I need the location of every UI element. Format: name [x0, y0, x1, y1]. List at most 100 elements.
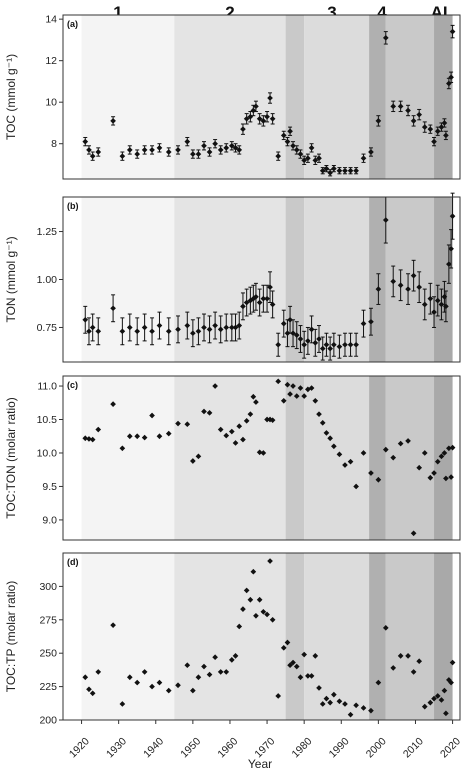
- data-point: [284, 381, 291, 388]
- data-point: [89, 153, 96, 159]
- data-point: [297, 151, 304, 157]
- data-point: [297, 336, 304, 342]
- data-point: [184, 138, 191, 145]
- panel-letter: (d): [67, 557, 79, 567]
- data-point: [301, 651, 307, 658]
- data-point: [175, 326, 181, 333]
- data-point: [410, 530, 417, 537]
- data-point: [305, 338, 311, 344]
- data-point: [190, 687, 196, 694]
- data-point: [421, 124, 428, 130]
- data-point: [336, 167, 343, 174]
- x-tick-label: 1940: [141, 735, 166, 760]
- data-point: [141, 434, 148, 441]
- data-point: [293, 393, 300, 399]
- data-point: [390, 103, 397, 110]
- data-point: [228, 428, 235, 435]
- data-point: [342, 462, 348, 468]
- data-point: [89, 436, 96, 443]
- data-point: [201, 408, 207, 415]
- data-point: [416, 464, 423, 471]
- plot-frame: [62, 552, 461, 721]
- data-point: [165, 430, 172, 437]
- data-point: [327, 699, 333, 706]
- data-point: [293, 663, 300, 670]
- zone-band-5: [369, 553, 386, 720]
- zone-band-1: [81, 376, 175, 540]
- data-point: [443, 303, 449, 310]
- data-point: [382, 217, 389, 223]
- data-point: [290, 142, 296, 149]
- data-point: [256, 596, 263, 603]
- zone-band-4: [304, 553, 370, 720]
- data-point: [243, 115, 250, 122]
- data-point: [212, 322, 218, 329]
- data-point: [236, 322, 243, 329]
- data-point: [223, 432, 230, 439]
- data-point: [312, 339, 319, 346]
- data-point: [280, 132, 287, 139]
- y-tick-label: 200: [39, 715, 57, 727]
- data-point: [287, 128, 293, 135]
- data-point: [342, 167, 348, 174]
- data-point: [297, 385, 304, 391]
- data-point: [95, 149, 102, 155]
- data-point: [327, 435, 333, 442]
- data-point: [264, 295, 270, 302]
- data-point: [228, 324, 235, 331]
- panel-letter: (a): [67, 19, 78, 29]
- y-tick-label: 1.25: [37, 226, 58, 238]
- data-point: [360, 320, 367, 327]
- data-point: [156, 433, 163, 440]
- data-point: [305, 673, 311, 679]
- data-point: [284, 138, 291, 145]
- data-point: [375, 679, 382, 686]
- data-point: [368, 707, 374, 714]
- x-axis-title: Year: [248, 757, 272, 771]
- data-point: [256, 299, 263, 306]
- data-point: [323, 695, 330, 702]
- data-point: [448, 74, 454, 81]
- data-point: [240, 126, 246, 133]
- data-point: [260, 450, 267, 456]
- data-point: [119, 445, 126, 452]
- data-point: [301, 341, 307, 348]
- data-point: [175, 682, 181, 689]
- data-point: [336, 343, 343, 350]
- data-point: [149, 412, 155, 419]
- data-point: [331, 443, 337, 450]
- data-point: [195, 328, 202, 335]
- data-point: [228, 142, 235, 149]
- plot-frame: [62, 196, 461, 363]
- data-point: [410, 272, 417, 279]
- zone-band-3: [285, 553, 305, 720]
- data-point: [327, 169, 333, 176]
- data-point: [149, 328, 155, 335]
- data-point: [165, 687, 172, 694]
- data-point: [308, 385, 315, 391]
- data-point: [312, 397, 319, 404]
- data-point: [110, 305, 116, 312]
- data-point: [190, 151, 196, 157]
- data-point: [232, 653, 239, 659]
- data-point: [312, 157, 319, 164]
- data-point: [353, 483, 359, 490]
- data-point: [427, 474, 434, 481]
- data-point: [260, 295, 267, 302]
- data-point: [206, 671, 213, 678]
- panels: 8 10 12 14 TOC (mmol g⁻¹) (a) 0.75 1.00 1.25 TON …: [4, 14, 461, 727]
- data-point: [269, 115, 276, 122]
- data-point: [86, 436, 92, 442]
- data-point: [175, 147, 181, 153]
- y-tick-label: 10.0: [37, 447, 58, 459]
- y-tick-label: 1.00: [37, 274, 58, 286]
- x-tick-label: 1980: [290, 735, 315, 760]
- data-point: [86, 147, 92, 153]
- zone-band-5: [369, 197, 386, 362]
- data-point: [390, 278, 397, 285]
- data-point: [390, 454, 397, 461]
- data-point: [405, 286, 411, 292]
- data-point: [243, 418, 250, 424]
- data-point: [86, 328, 92, 335]
- data-point: [201, 663, 207, 670]
